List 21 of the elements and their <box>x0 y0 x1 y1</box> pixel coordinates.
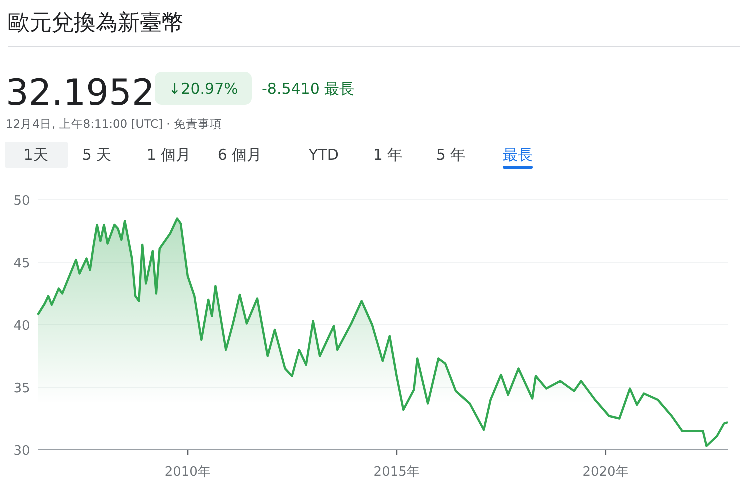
annotation: 1 個月 <box>146 146 192 164</box>
y-tick-label: 45 <box>14 256 30 272</box>
chart-title: 歐元兌換為新臺幣 <box>8 11 184 36</box>
y-tick-label: 30 <box>14 444 30 459</box>
annotation: YTD <box>309 146 339 164</box>
annotation: 5 天 <box>82 146 112 164</box>
x-tick-label: 2015年 <box>374 465 420 480</box>
annotation: 5 年 <box>436 146 466 164</box>
y-tick-label: 35 <box>14 382 30 396</box>
x-tick-label: 2010年 <box>164 465 211 480</box>
annotation: 1 年 <box>373 146 403 164</box>
annotation: 6 個月 <box>218 146 262 164</box>
annotation: 1天 <box>5 142 68 168</box>
y-tick-label: 40 <box>14 319 30 334</box>
annotation: 32.1952 <box>6 73 155 114</box>
annotation: ↓20.97% <box>155 72 252 105</box>
annotation: 最長 <box>503 146 533 169</box>
x-tick-label: 2020年 <box>582 465 629 480</box>
annotation: 12月4日, 上午8:11:00 [UTC] · 免責事項 <box>6 117 222 131</box>
annotation: -8.5410 最長 <box>262 80 355 98</box>
y-tick-label: 50 <box>14 194 30 209</box>
